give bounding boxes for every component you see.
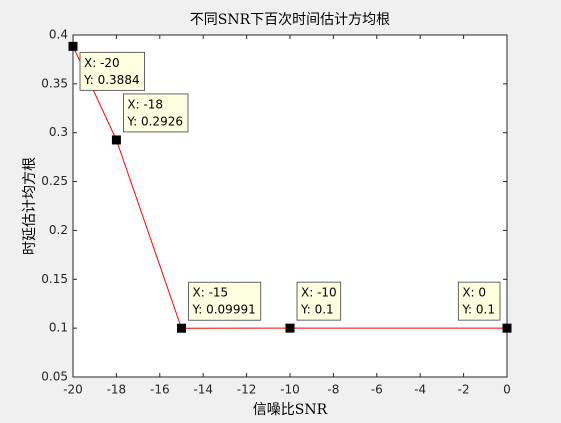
x-tick-label: -16 — [150, 383, 170, 397]
data-tip-box — [457, 281, 501, 321]
x-tick-label: -14 — [193, 383, 213, 397]
data-point — [111, 135, 121, 145]
y-tick-label: 0.15 — [41, 272, 68, 286]
y-tick-label: 0.2 — [49, 223, 68, 237]
y-tick-label: 0.05 — [41, 370, 68, 384]
plot-area — [72, 34, 508, 378]
data-point — [177, 323, 186, 333]
y-axis-label: 时延估计均方根 — [22, 157, 38, 255]
x-tick-label: -12 — [237, 383, 257, 397]
data-tip: X: -10 Y: 0.1 — [296, 281, 342, 321]
data-tip-y: Y: 0.1 — [461, 303, 495, 317]
x-tick-label: -10 — [280, 383, 300, 397]
y-tick-label: 0.4 — [49, 28, 68, 42]
data-tip: X: -15 Y: 0.09991 — [188, 281, 262, 321]
data-tip-x: X: 0 — [462, 286, 486, 300]
x-tick-label: -18 — [107, 383, 127, 397]
data-tip-x: X: -20 — [84, 56, 120, 70]
data-tip-y: Y: 0.1 — [300, 303, 334, 317]
y-tick-label: 0.1 — [49, 321, 68, 335]
data-tip-box — [79, 51, 145, 91]
x-tick-label: 0 — [503, 383, 511, 397]
y-tick-label: 0.3 — [49, 125, 68, 139]
data-tip-y: Y: 0.3884 — [83, 73, 140, 87]
x-tick-label: -6 — [371, 383, 383, 397]
data-tip-box — [123, 93, 189, 133]
x-axis-label: 信噪比SNR — [253, 402, 328, 418]
x-tick-label: -2 — [458, 383, 470, 397]
data-tip-box — [188, 281, 262, 321]
data-tip-x: X: -18 — [127, 97, 163, 111]
chart-title: 不同SNR下百次时间估计方均根 — [190, 12, 390, 28]
x-tick-label: -4 — [414, 383, 426, 397]
data-point — [502, 323, 512, 333]
y-tick-label: 0.35 — [41, 76, 68, 90]
data-tip-x: X: -10 — [301, 286, 337, 300]
data-tip: X: -18 Y: 0.2926 — [123, 93, 189, 133]
x-tick-label: -20 — [63, 383, 83, 397]
data-tip-y: Y: 0.09991 — [192, 303, 256, 317]
x-tick-label: -8 — [327, 383, 339, 397]
data-tip: X: -20 Y: 0.3884 — [79, 51, 145, 91]
y-tick-label: 0.25 — [41, 174, 68, 188]
data-point — [285, 323, 295, 333]
data-tip: X: 0 Y: 0.1 — [457, 281, 501, 321]
data-point — [68, 41, 78, 51]
data-tip-x: X: -15 — [193, 286, 229, 300]
data-tip-y: Y: 0.2926 — [126, 114, 183, 128]
data-tip-box — [296, 281, 342, 321]
